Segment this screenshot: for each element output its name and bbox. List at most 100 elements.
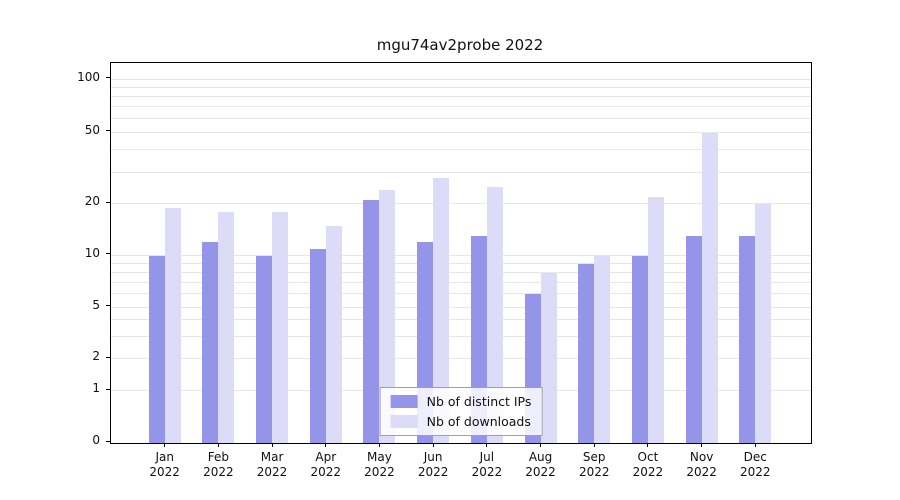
bar-downloads-dec xyxy=(755,204,772,443)
x-tick-mark-oct xyxy=(647,443,649,447)
x-tick-label-dec: Dec 2022 xyxy=(723,450,787,480)
x-label-month: May xyxy=(367,450,392,464)
x-tick-mark-may xyxy=(378,443,380,447)
x-label-month: Apr xyxy=(315,450,337,464)
x-tick-label-aug: Aug 2022 xyxy=(509,450,573,480)
x-label-month: Aug xyxy=(528,450,553,464)
y-tick-mark-5 xyxy=(106,305,110,307)
gridline-10 xyxy=(111,254,811,256)
bar-downloads-oct xyxy=(647,196,664,443)
x-tick-label-jun: Jun 2022 xyxy=(401,450,465,480)
x-label-year: 2022 xyxy=(632,465,664,479)
x-tick-mark-nov xyxy=(701,443,703,447)
y-tick-mark-2 xyxy=(106,356,110,358)
y-tick-label-20: 20 xyxy=(84,194,100,209)
x-label-month: Dec xyxy=(743,450,767,464)
bar-downloads-sep xyxy=(594,255,611,443)
gridline-20 xyxy=(111,203,811,205)
x-tick-mark-dec xyxy=(754,443,756,447)
x-label-year: 2022 xyxy=(203,465,234,479)
gridline-70 xyxy=(111,105,811,107)
bar-distinct-ips-jan xyxy=(148,255,165,443)
bar-distinct-ips-oct xyxy=(631,255,648,443)
x-tick-label-oct: Oct 2022 xyxy=(616,450,680,480)
bar-distinct-ips-sep xyxy=(578,263,595,443)
y-tick-label-2: 2 xyxy=(92,349,100,364)
y-tick-label-0: 0 xyxy=(92,433,100,447)
plot-area: Nb of distinct IPs Nb of downloads xyxy=(110,62,812,444)
legend-entry-downloads: Nb of downloads xyxy=(390,414,532,429)
x-label-year: 2022 xyxy=(525,465,556,479)
legend: Nb of distinct IPs Nb of downloads xyxy=(379,387,543,436)
x-label-month: Jan xyxy=(155,450,174,464)
x-label-year: 2022 xyxy=(417,465,449,479)
x-tick-label-apr: Apr 2022 xyxy=(294,450,358,480)
gridline-60 xyxy=(111,117,811,119)
y-tick-mark-0 xyxy=(106,440,110,442)
bar-downloads-apr xyxy=(325,225,342,443)
x-tick-mark-mar xyxy=(271,443,273,447)
gridline-9 xyxy=(111,262,811,264)
x-label-month: Oct xyxy=(637,450,659,464)
y-tick-mark-1 xyxy=(106,388,110,390)
y-tick-label-1: 1 xyxy=(92,381,100,396)
y-tick-mark-100 xyxy=(106,77,110,79)
bar-downloads-jun xyxy=(433,177,450,443)
gridline-2 xyxy=(111,358,811,360)
bar-downloads-nov xyxy=(701,132,718,443)
gridline-90 xyxy=(111,86,811,88)
bar-distinct-ips-nov xyxy=(685,236,702,443)
gridline-7 xyxy=(111,281,811,283)
bar-distinct-ips-feb xyxy=(202,242,219,443)
x-label-year: 2022 xyxy=(256,465,288,479)
y-tick-label-100: 100 xyxy=(77,69,100,84)
x-label-month: Jul xyxy=(479,450,495,464)
bar-downloads-jul xyxy=(486,186,503,443)
x-tick-label-jul: Jul 2022 xyxy=(455,450,519,480)
x-tick-label-mar: Mar 2022 xyxy=(240,450,304,480)
x-tick-mark-sep xyxy=(593,443,595,447)
x-label-year: 2022 xyxy=(149,465,180,479)
x-label-month: Nov xyxy=(689,450,714,464)
x-label-month: Mar xyxy=(260,450,284,464)
x-tick-mark-jan xyxy=(164,443,166,447)
bar-downloads-jan xyxy=(164,207,181,443)
x-label-year: 2022 xyxy=(740,465,771,479)
bar-downloads-feb xyxy=(218,211,235,443)
bar-downloads-aug xyxy=(540,272,557,443)
x-label-month: Sep xyxy=(582,450,606,464)
gridline-30 xyxy=(111,171,811,173)
y-tick-mark-20 xyxy=(106,201,110,203)
bar-distinct-ips-dec xyxy=(739,236,756,443)
legend-entry-distinct-ips: Nb of distinct IPs xyxy=(390,394,532,409)
x-tick-label-jan: Jan 2022 xyxy=(133,450,197,480)
x-tick-mark-apr xyxy=(325,443,327,447)
legend-label-distinct-ips: Nb of distinct IPs xyxy=(426,394,532,409)
x-tick-label-nov: Nov 2022 xyxy=(670,450,734,480)
legend-swatch-distinct-ips xyxy=(390,395,418,408)
gridline-40 xyxy=(111,149,811,151)
bar-distinct-ips-apr xyxy=(309,248,326,443)
gridline-50 xyxy=(111,131,811,133)
gridline-5 xyxy=(111,306,811,308)
x-tick-mark-aug xyxy=(540,443,542,447)
y-tick-label-5: 5 xyxy=(92,297,100,312)
y-tick-label-50: 50 xyxy=(84,122,100,137)
y-tick-mark-10 xyxy=(106,253,110,255)
chart-title: mgu74av2probe 2022 xyxy=(376,36,544,54)
x-tick-mark-feb xyxy=(217,443,219,447)
gridline-8 xyxy=(111,271,811,273)
x-label-year: 2022 xyxy=(686,465,717,479)
gridline-100 xyxy=(111,78,811,80)
legend-swatch-downloads xyxy=(390,415,418,428)
bar-distinct-ips-mar xyxy=(256,255,273,443)
legend-label-downloads: Nb of downloads xyxy=(426,414,531,429)
gridline-80 xyxy=(111,95,811,97)
x-tick-mark-jun xyxy=(432,443,434,447)
x-label-year: 2022 xyxy=(471,465,503,479)
x-label-year: 2022 xyxy=(310,465,342,479)
bar-downloads-mar xyxy=(272,211,289,443)
x-label-month: Jun xyxy=(423,450,443,464)
x-label-month: Feb xyxy=(207,450,229,464)
